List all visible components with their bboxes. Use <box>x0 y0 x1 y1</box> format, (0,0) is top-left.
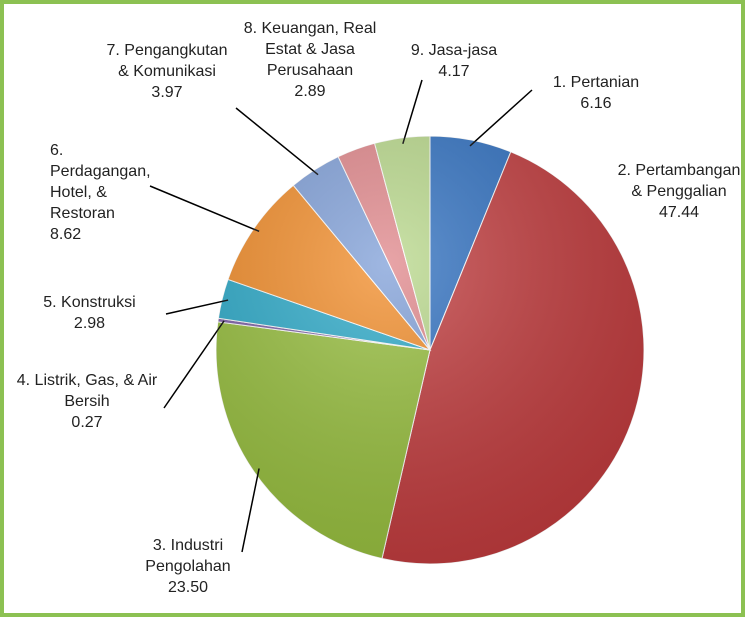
value-label: 6.16 <box>580 95 612 112</box>
value-label: 2.89 <box>294 83 326 100</box>
value-label: 4.17 <box>438 63 470 80</box>
value-label: 47.44 <box>658 204 700 221</box>
slice-label: 6. Perdagangan, Hotel, & Restoran 8.62 <box>50 140 154 245</box>
value-label: 8.62 <box>50 226 82 243</box>
category-label: 2. Pertambangan & Penggalian <box>617 162 741 200</box>
leader-line <box>235 107 319 176</box>
leader-line <box>241 468 260 553</box>
category-label: 9. Jasa-jasa <box>410 42 498 59</box>
leader-line <box>163 320 225 409</box>
category-label: 8. Keuangan, Real Estat & Jasa Perusahaa… <box>243 20 377 79</box>
slice-label: 2. Pertambangan & Penggalian 47.44 <box>616 160 742 223</box>
value-label: 0.27 <box>71 414 103 431</box>
value-label: 23.50 <box>167 579 209 596</box>
leader-line <box>469 89 533 147</box>
leader-line <box>149 185 260 233</box>
leader-line <box>165 299 229 315</box>
category-label: 7. Pengangkutan & Komunikasi <box>106 42 228 80</box>
category-label: 1. Pertanian <box>552 74 640 91</box>
slice-label: 1. Pertanian 6.16 <box>540 72 652 114</box>
category-label: 3. Industri Pengolahan <box>145 537 231 575</box>
value-label: 3.97 <box>151 84 183 101</box>
leader-line <box>402 79 423 144</box>
slice-label: 8. Keuangan, Real Estat & Jasa Perusahaa… <box>240 18 380 102</box>
category-label: 6. Perdagangan, Hotel, & Restoran <box>50 142 151 222</box>
value-label: 2.98 <box>73 315 106 332</box>
slice-label: 7. Pengangkutan & Komunikasi 3.97 <box>100 40 234 103</box>
slice-label: 3. Industri Pengolahan 23.50 <box>132 535 244 598</box>
slice-label: 5. Konstruksi 2.98 <box>12 292 167 334</box>
category-label: 4. Listrik, Gas, & Air Bersih <box>16 372 158 410</box>
category-label: 5. Konstruksi <box>43 294 136 311</box>
slice-label: 9. Jasa-jasa 4.17 <box>404 40 504 82</box>
slice-label: 4. Listrik, Gas, & Air Bersih 0.27 <box>12 370 162 433</box>
